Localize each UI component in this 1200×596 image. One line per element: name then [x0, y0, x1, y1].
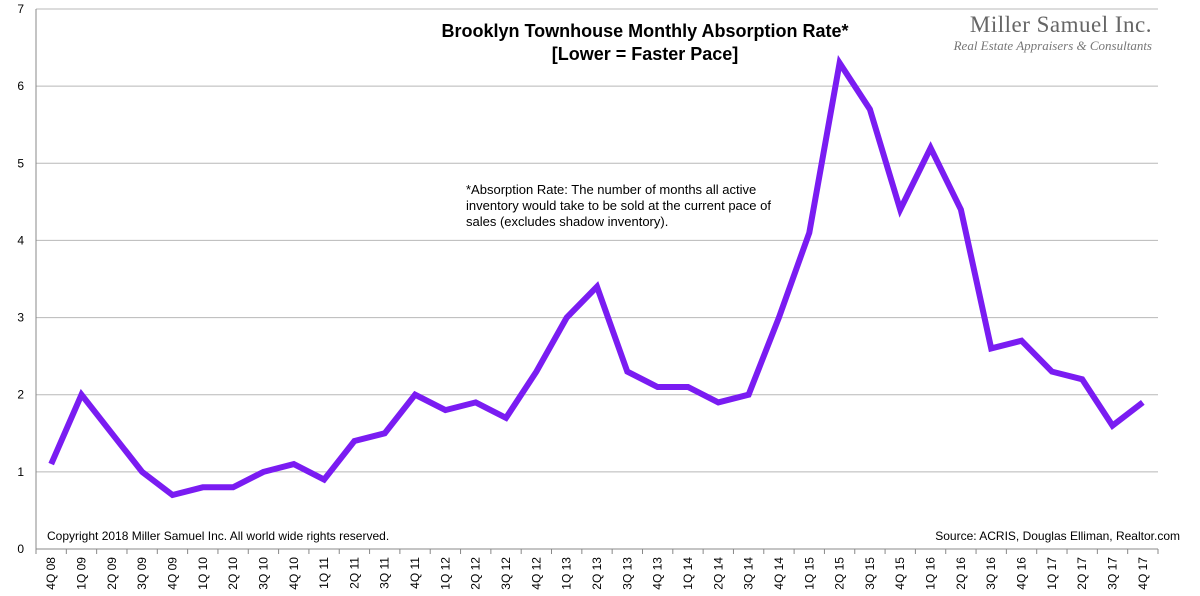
x-tick-label: 4Q 17 — [1136, 557, 1150, 590]
data-point — [473, 399, 479, 405]
data-point — [655, 384, 661, 390]
data-point — [382, 430, 388, 436]
data-point — [594, 284, 600, 290]
x-tick-label: 4Q 14 — [772, 557, 786, 590]
x-tick-label: 1Q 10 — [196, 557, 210, 590]
data-point — [746, 392, 752, 398]
x-tick-label: 4Q 09 — [165, 557, 179, 590]
data-point — [897, 207, 903, 213]
data-point — [321, 477, 327, 483]
x-tick-label: 1Q 17 — [1045, 557, 1059, 590]
x-tick-label: 2Q 10 — [226, 557, 240, 590]
x-tick-label: 2Q 17 — [1075, 557, 1089, 590]
data-point — [958, 207, 964, 213]
data-point — [533, 369, 539, 375]
data-point — [776, 315, 782, 321]
brand-tagline: Real Estate Appraisers & Consultants — [953, 38, 1152, 53]
data-point — [988, 345, 994, 351]
data-point — [78, 392, 84, 398]
x-tick-label: 3Q 14 — [742, 557, 756, 590]
y-tick-label: 6 — [17, 79, 24, 93]
x-tick-label: 4Q 12 — [529, 557, 543, 590]
data-point — [1140, 399, 1146, 405]
x-tick-label: 3Q 10 — [256, 557, 270, 590]
data-point — [291, 461, 297, 467]
data-point — [351, 438, 357, 444]
x-tick-label: 2Q 16 — [954, 557, 968, 590]
chart-annotation: *Absorption Rate: The number of months a… — [466, 182, 771, 229]
y-tick-label: 2 — [17, 388, 24, 402]
copyright-text: Copyright 2018 Miller Samuel Inc. All wo… — [47, 529, 390, 543]
brand-name: Miller Samuel Inc. — [969, 12, 1152, 37]
y-axis: 0 1 2 3 4 5 6 7 — [17, 2, 37, 556]
x-tick-label: 3Q 15 — [863, 557, 877, 590]
data-point — [624, 369, 630, 375]
data-point — [564, 315, 570, 321]
series-absorption-rate — [48, 55, 1146, 499]
x-tick-label: 2Q 12 — [469, 557, 483, 590]
data-point — [503, 415, 509, 421]
brand-logo: Miller Samuel Inc. Real Estate Appraiser… — [954, 12, 1152, 54]
data-point — [715, 399, 721, 405]
x-tick-label: 4Q 08 — [44, 557, 58, 590]
y-tick-label: 1 — [17, 465, 24, 479]
x-tick-label: 1Q 15 — [802, 557, 816, 590]
x-tick-label: 2Q 15 — [833, 557, 847, 590]
data-point — [442, 407, 448, 413]
y-tick-label: 4 — [17, 233, 24, 247]
data-point — [1049, 369, 1055, 375]
x-tick-label: 4Q 13 — [651, 557, 665, 590]
data-point — [1110, 423, 1116, 429]
x-tick-label: 3Q 11 — [378, 557, 392, 589]
x-tick-label: 3Q 09 — [135, 557, 149, 590]
data-point — [260, 469, 266, 475]
x-tick-label: 3Q 12 — [499, 557, 513, 590]
data-point — [200, 484, 206, 490]
x-tick-label: 4Q 15 — [893, 557, 907, 590]
y-tick-label: 7 — [17, 2, 24, 16]
x-tick-label: 4Q 11 — [408, 557, 422, 589]
y-tick-label: 5 — [17, 156, 24, 170]
data-point — [928, 145, 934, 151]
x-tick-label: 1Q 14 — [681, 557, 695, 590]
data-point — [169, 492, 175, 498]
x-tick-label: 1Q 12 — [438, 557, 452, 590]
data-point — [1079, 376, 1085, 382]
y-tick-label: 0 — [17, 542, 24, 556]
series-line — [48, 55, 1145, 499]
data-point — [139, 469, 145, 475]
source-text: Source: ACRIS, Douglas Elliman, Realtor.… — [935, 529, 1180, 543]
x-tick-label: 4Q 16 — [1015, 557, 1029, 590]
y-tick-label: 3 — [17, 311, 24, 325]
gridlines — [36, 8, 1158, 550]
data-point — [867, 106, 873, 112]
x-tick-label: 3Q 13 — [620, 557, 634, 590]
x-tick-label: 3Q 17 — [1106, 557, 1120, 590]
data-point — [412, 392, 418, 398]
data-point — [230, 484, 236, 490]
x-tick-label: 2Q 14 — [711, 557, 725, 590]
data-point — [685, 384, 691, 390]
chart-title: Brooklyn Townhouse Monthly Absorption Ra… — [345, 20, 945, 66]
x-tick-label: 3Q 16 — [984, 557, 998, 590]
x-tick-label: 1Q 11 — [317, 557, 331, 589]
chart-subtitle: [Lower = Faster Pace] — [551, 44, 739, 64]
data-point — [48, 461, 54, 467]
chart-title-main: Brooklyn Townhouse Monthly Absorption Ra… — [441, 21, 849, 41]
data-point — [806, 230, 812, 236]
data-point — [109, 430, 115, 436]
x-axis: 4Q 08 1Q 09 2Q 09 3Q 09 4Q 09 1Q 10 2Q 10 3Q 10… — [35, 548, 1159, 590]
x-tick-label: 1Q 09 — [74, 557, 88, 590]
data-point — [1019, 338, 1025, 344]
x-tick-label: 2Q 13 — [590, 557, 604, 590]
x-tick-label: 2Q 11 — [347, 557, 361, 589]
x-tick-label: 1Q 16 — [924, 557, 938, 590]
x-tick-label: 4Q 10 — [287, 557, 301, 590]
x-tick-label: 2Q 09 — [105, 557, 119, 590]
x-tick-label: 1Q 13 — [560, 557, 574, 590]
